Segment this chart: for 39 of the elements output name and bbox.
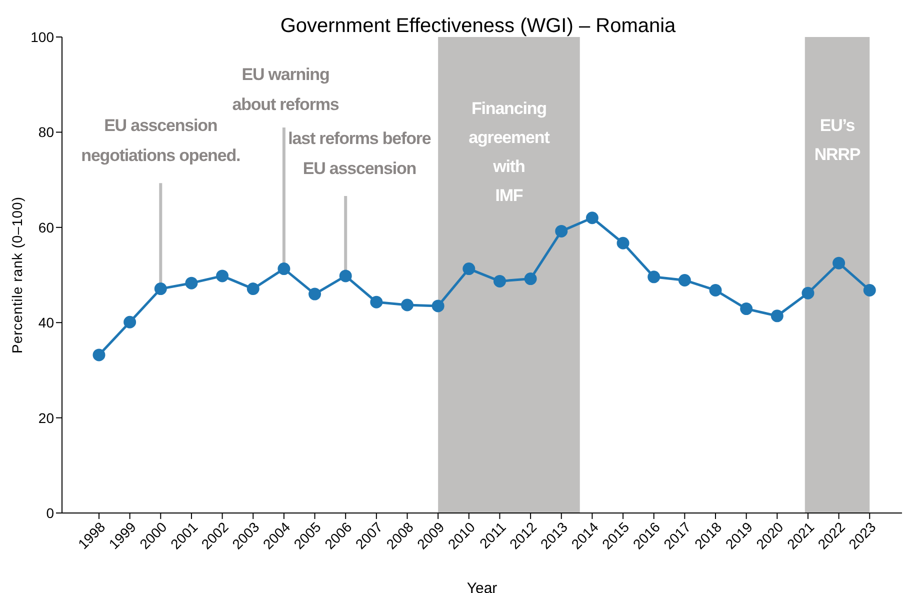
point xyxy=(616,236,630,250)
annotation: last reforms before EU asscension xyxy=(288,129,431,178)
y-tick-label: 100 xyxy=(30,28,54,45)
point xyxy=(124,316,136,328)
annotation: EU asscension negotiations opened. xyxy=(81,116,240,165)
y-tick-label: 0 xyxy=(46,504,54,521)
point xyxy=(246,282,260,296)
y-tick-label: 20 xyxy=(38,410,54,426)
point xyxy=(863,284,876,296)
point xyxy=(802,286,814,300)
x-axis-title: Year xyxy=(466,580,498,593)
point xyxy=(586,212,598,224)
point xyxy=(401,298,414,312)
point xyxy=(92,348,106,362)
point xyxy=(308,288,322,300)
point xyxy=(154,282,167,296)
point xyxy=(709,284,722,296)
y-tick-label: 40 xyxy=(38,314,54,331)
y-tick-label: 80 xyxy=(38,124,54,140)
point xyxy=(278,262,290,276)
point xyxy=(678,274,691,286)
point xyxy=(216,270,229,282)
y-tick-label: 60 xyxy=(38,219,54,236)
band-label: EU’s NRRP xyxy=(814,116,860,164)
point xyxy=(740,302,753,316)
point xyxy=(832,256,846,270)
point xyxy=(493,274,506,288)
chart-title: Government Effectiveness (WGI) – Romania xyxy=(280,15,677,37)
point xyxy=(462,262,476,276)
point xyxy=(185,276,198,290)
point xyxy=(432,300,444,312)
y-axis-title: Percentile rank (0–100) xyxy=(9,196,25,354)
point xyxy=(770,310,784,322)
band-label: Financing agreement with IMF xyxy=(468,99,550,205)
point xyxy=(370,296,383,308)
point xyxy=(339,270,352,282)
point xyxy=(648,270,660,284)
point xyxy=(555,224,568,238)
point xyxy=(524,272,537,286)
